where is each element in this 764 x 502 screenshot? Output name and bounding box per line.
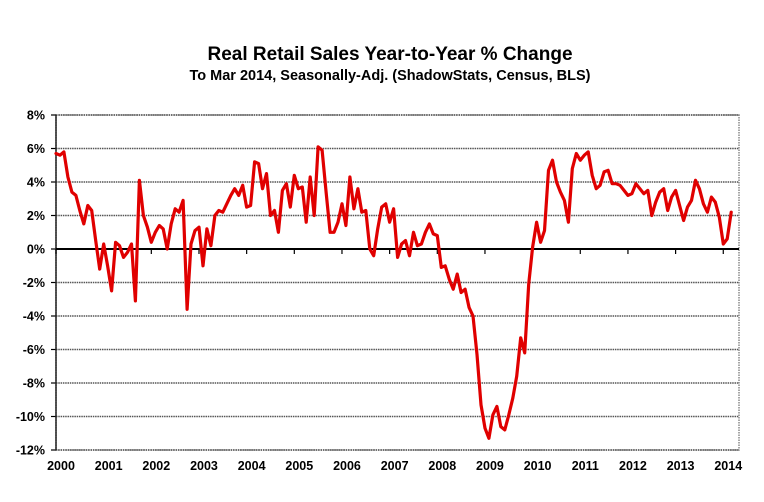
x-tick-label: 2008 <box>428 459 456 473</box>
chart-title: Real Retail Sales Year-to-Year % Change <box>207 44 572 65</box>
y-tick-label: -2% <box>23 276 45 290</box>
y-tick-label: -4% <box>23 310 45 324</box>
y-tick-label: -10% <box>16 410 45 424</box>
x-tick-label: 2007 <box>381 459 409 473</box>
y-tick-label: -12% <box>16 444 45 458</box>
x-tick-label: 2003 <box>190 459 218 473</box>
series-group <box>54 145 733 440</box>
y-tick-label: 8% <box>27 109 45 123</box>
x-tick-label: 2014 <box>714 459 742 473</box>
x-tick-label: 2004 <box>238 459 266 473</box>
y-tick-label: 6% <box>27 142 45 156</box>
x-tick-label: 2009 <box>476 459 504 473</box>
chart-subtitle: To Mar 2014, Seasonally-Adj. (ShadowStat… <box>190 68 591 84</box>
y-tick-label: 4% <box>27 176 45 190</box>
x-tick-labels: 2000 2001 2002 2003 2004 2005 2006 2007 2008 2009… <box>47 459 742 473</box>
y-tick-label: -6% <box>23 343 45 357</box>
x-tick-label: 2000 <box>47 459 75 473</box>
x-tick-label: 2010 <box>524 459 552 473</box>
x-tick-label: 2012 <box>619 459 647 473</box>
x-tick-label: 2005 <box>285 459 313 473</box>
x-tick-label: 2001 <box>95 459 123 473</box>
y-tick-label: 0% <box>27 243 45 257</box>
series-line <box>54 145 733 440</box>
x-tick-label: 2013 <box>667 459 695 473</box>
gridlines <box>55 114 740 451</box>
x-tick-label: 2002 <box>142 459 170 473</box>
y-tick-label: 2% <box>27 209 45 223</box>
y-tick-labels: 8% 6% 4% 2% 0% -2% -4% -6% -8% -10% -12% <box>16 109 45 458</box>
x-tick-label: 2006 <box>333 459 361 473</box>
x-tick-label: 2011 <box>572 459 599 473</box>
y-tick-label: -8% <box>23 377 45 391</box>
